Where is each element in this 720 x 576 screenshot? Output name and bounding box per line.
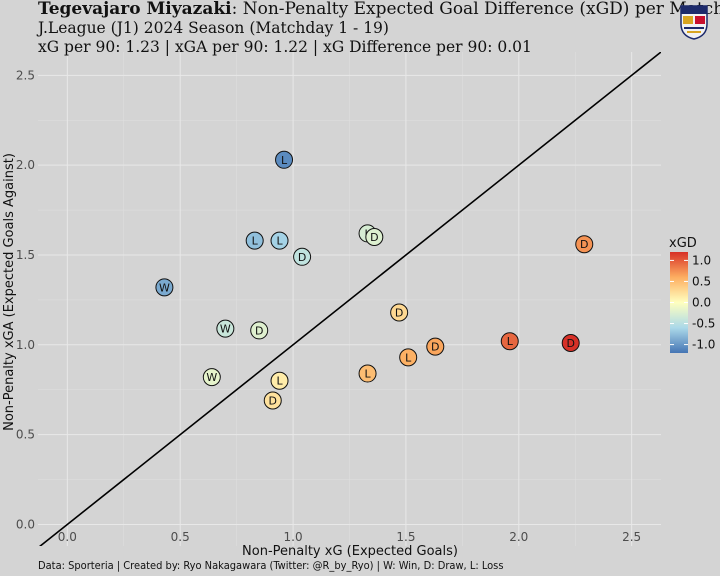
match-result-label: D xyxy=(370,231,378,244)
subtitle-season: J.League (J1) 2024 Season (Matchday 1 - … xyxy=(38,19,389,37)
match-result-label: W xyxy=(159,281,170,294)
x-tick-label: 0.0 xyxy=(58,530,77,544)
match-result-label: L xyxy=(281,154,288,167)
match-point-marker xyxy=(293,247,312,266)
match-point-marker xyxy=(399,348,418,367)
match-point-marker xyxy=(365,228,384,247)
match-result-label: D xyxy=(580,238,588,251)
match-result-label: D xyxy=(255,324,263,337)
match-point-marker xyxy=(245,231,264,250)
match-point: D xyxy=(390,303,409,322)
y-tick-label: 2.5 xyxy=(16,68,35,82)
match-result-label: D xyxy=(269,394,277,407)
chart-title: Tegevajaro Miyazaki: Non-Penalty Expecte… xyxy=(38,0,720,19)
x-tick-label: 1.5 xyxy=(396,530,415,544)
grid xyxy=(38,52,661,546)
match-point: L xyxy=(500,332,519,351)
match-result-label: L xyxy=(507,335,514,348)
match-point: W xyxy=(202,368,221,387)
match-point-marker xyxy=(275,150,294,169)
match-point-marker xyxy=(426,337,445,356)
match-point-marker xyxy=(270,231,289,250)
match-result-label: D xyxy=(566,337,574,350)
match-point-marker xyxy=(500,332,519,351)
reference-line-group xyxy=(38,52,661,546)
match-point: D xyxy=(365,228,384,247)
y-axis-title: Non-Penalty xGA (Expected Goals Against) xyxy=(2,153,17,431)
match-result-label: L xyxy=(405,351,412,364)
match-point: W xyxy=(155,278,174,297)
match-point: L xyxy=(245,231,264,250)
match-point-marker xyxy=(575,235,594,254)
match-point: L xyxy=(275,150,294,169)
legend-label: -1.0 xyxy=(692,338,715,352)
legend-label: -0.5 xyxy=(692,317,715,331)
match-point: L xyxy=(270,231,289,250)
match-result-label: L xyxy=(276,375,283,388)
legend-label: 0.5 xyxy=(692,274,711,288)
caption: Data: Sporteria | Created by: Ryo Nakaga… xyxy=(38,559,504,572)
match-point-marker xyxy=(358,364,377,383)
match-result-label: W xyxy=(206,371,217,384)
match-result-label: D xyxy=(298,251,306,264)
y-tick-label: 1.5 xyxy=(16,248,35,262)
team-name: Tegevajaro Miyazaki xyxy=(38,0,232,19)
match-result-label: D xyxy=(395,306,403,319)
match-point-marker xyxy=(202,368,221,387)
x-tick-label: 0.5 xyxy=(171,530,190,544)
y-tick-label: 1.0 xyxy=(16,338,35,352)
x-axis-title: Non-Penalty xG (Expected Goals) xyxy=(242,544,458,559)
x-tick-label: 2.5 xyxy=(622,530,641,544)
match-result-label: L xyxy=(364,368,371,381)
legend-title: xGD xyxy=(669,236,697,251)
match-point: L xyxy=(358,364,377,383)
match-point: W xyxy=(216,319,235,338)
match-point-marker xyxy=(390,303,409,322)
match-point: D xyxy=(263,391,282,410)
match-point: D xyxy=(426,337,445,356)
legend-label: 0.0 xyxy=(692,296,711,310)
match-point: L xyxy=(270,371,289,390)
match-result-label: W xyxy=(220,323,231,336)
title-text: : Non-Penalty Expected Goal Difference (… xyxy=(231,0,720,19)
match-point-marker xyxy=(561,334,580,353)
x-axis-ticks: 0.0 0.5 1.0 1.5 2.0 2.5 xyxy=(58,530,641,544)
match-point: L xyxy=(399,348,418,367)
x-tick-label: 1.0 xyxy=(284,530,303,544)
legend: xGD 1.0 0.5 0.0 -0.5 -1.0 xyxy=(669,236,715,353)
match-point-marker xyxy=(216,319,235,338)
points: LLLDLDWWDWLDDDLLLDD xyxy=(155,150,594,410)
legend-colorbar xyxy=(670,252,688,353)
match-point: D xyxy=(293,247,312,266)
y-tick-label: 0.0 xyxy=(16,517,35,531)
reference-line xyxy=(38,52,661,546)
match-point-marker xyxy=(270,371,289,390)
match-point: D xyxy=(575,235,594,254)
y-tick-label: 0.5 xyxy=(16,428,35,442)
match-point-marker xyxy=(263,391,282,410)
match-result-label: D xyxy=(431,341,439,354)
match-result-label: L xyxy=(252,235,259,248)
match-point: D xyxy=(561,334,580,353)
match-result-label: L xyxy=(276,235,283,248)
match-point: D xyxy=(250,321,269,340)
club-crest-icon xyxy=(680,5,708,40)
title-block: Tegevajaro Miyazaki: Non-Penalty Expecte… xyxy=(38,0,720,57)
match-point-marker xyxy=(155,278,174,297)
match-point-marker xyxy=(250,321,269,340)
y-tick-label: 2.0 xyxy=(16,158,35,172)
legend-label: 1.0 xyxy=(692,253,711,267)
subtitle-stats: xG per 90: 1.23 | xGA per 90: 1.22 | xG … xyxy=(38,38,532,56)
x-tick-label: 2.0 xyxy=(509,530,528,544)
y-axis-ticks: 0.0 0.5 1.0 1.5 2.0 2.5 xyxy=(16,68,35,531)
